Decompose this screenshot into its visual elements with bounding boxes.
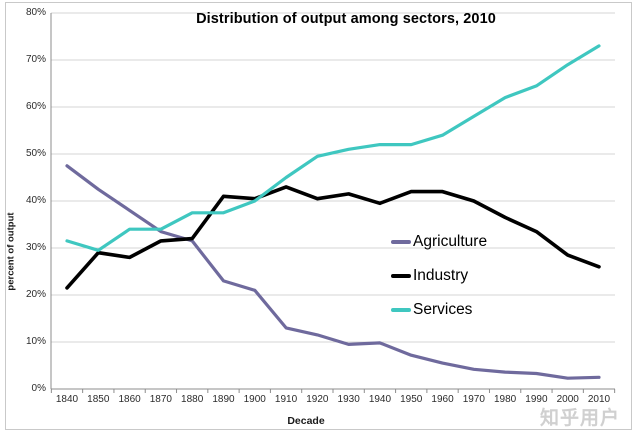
x-tick-label: 1840 bbox=[55, 394, 79, 405]
chart-title: Distribution of output among sectors, 20… bbox=[196, 11, 496, 27]
x-tick-label: 1940 bbox=[368, 394, 392, 405]
x-tick-label: 2010 bbox=[587, 394, 611, 405]
chart-border-frame bbox=[5, 2, 632, 430]
legend-label: Services bbox=[413, 301, 473, 318]
y-tick-label: 60% bbox=[25, 101, 46, 112]
x-tick-label: 1980 bbox=[493, 394, 517, 405]
y-tick-label: 70% bbox=[25, 54, 46, 65]
x-tick-label: 1930 bbox=[337, 394, 360, 405]
y-tick-label: 20% bbox=[25, 289, 46, 300]
services-line-swatch bbox=[391, 308, 411, 312]
x-tick-label: 1990 bbox=[525, 394, 548, 405]
x-tick-label: 1900 bbox=[243, 394, 266, 405]
x-tick-label: 1850 bbox=[87, 394, 110, 405]
x-tick-label: 1890 bbox=[212, 394, 235, 405]
legend-label: Agriculture bbox=[413, 233, 488, 250]
y-tick-label: 50% bbox=[25, 148, 46, 159]
legend-item-services: Services bbox=[391, 293, 487, 327]
legend-item-industry: Industry bbox=[391, 259, 487, 293]
x-tick-label: 1860 bbox=[118, 394, 141, 405]
y-axis-title: percent of output bbox=[5, 212, 17, 291]
x-tick-label: 1950 bbox=[400, 394, 423, 405]
agriculture-line-swatch bbox=[391, 240, 411, 244]
y-tick-label: 40% bbox=[25, 195, 46, 206]
y-tick-label: 80% bbox=[25, 7, 46, 18]
industry-line-swatch bbox=[391, 274, 411, 278]
x-tick-label: 1960 bbox=[431, 394, 454, 405]
y-tick-label: 0% bbox=[31, 383, 46, 394]
series-line-services bbox=[65, 44, 601, 252]
watermark: 知乎用户 bbox=[540, 408, 621, 429]
x-tick-label: 1870 bbox=[149, 394, 172, 405]
legend-label: Industry bbox=[413, 267, 469, 284]
y-tick-label: 30% bbox=[25, 242, 46, 253]
x-tick-label: 1970 bbox=[462, 394, 485, 405]
x-tick-label: 1920 bbox=[306, 394, 329, 405]
chart-legend: Agriculture Industry Services bbox=[391, 225, 487, 327]
x-axis-title: Decade bbox=[287, 415, 325, 427]
x-tick-label: 1880 bbox=[181, 394, 204, 405]
legend-item-agriculture: Agriculture bbox=[391, 225, 487, 259]
y-tick-label: 10% bbox=[25, 336, 46, 347]
x-tick-label: 2000 bbox=[556, 394, 579, 405]
series-line-industry bbox=[65, 185, 601, 290]
x-tick-label: 1910 bbox=[274, 394, 298, 405]
